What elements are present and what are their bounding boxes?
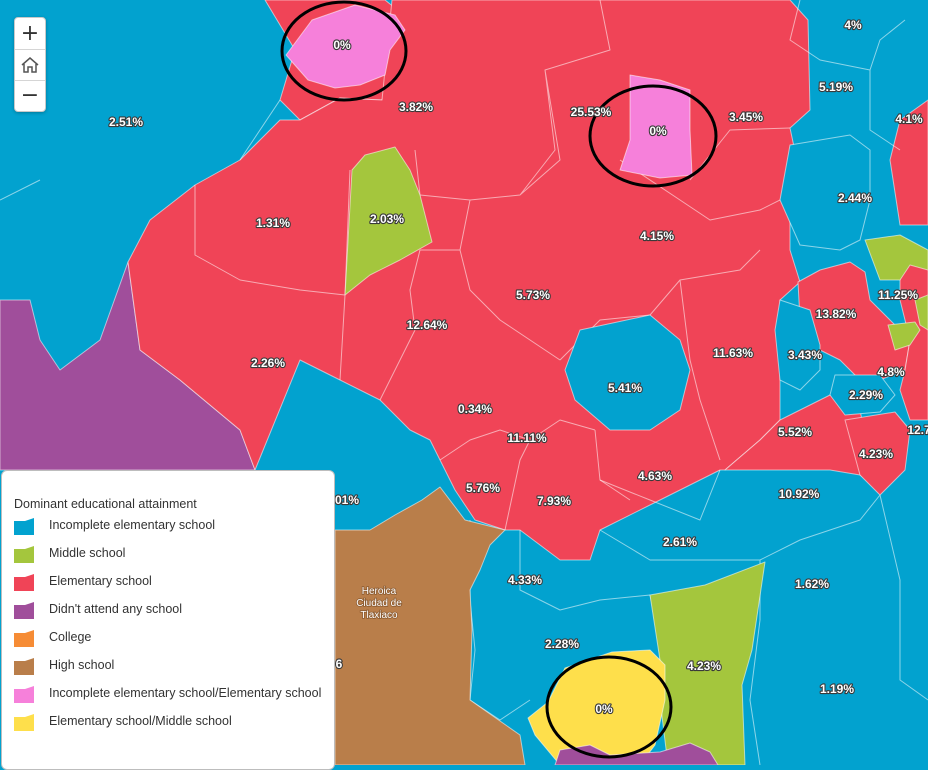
legend-item[interactable]: High school [14,658,322,675]
region-label: 5.19% [819,80,853,94]
legend-item[interactable]: Middle school [14,546,322,563]
region-label: 5.76% [466,481,500,495]
region-label: 10.92% [779,487,820,501]
legend-item-label: High school [49,658,115,672]
legend-item-label: Didn't attend any school [49,602,183,616]
region-label: 1.31% [256,216,290,230]
region-label: 1.62% [795,577,829,591]
region-label: 2.26% [251,356,285,370]
region-label: 4.23% [687,659,721,673]
region-middle-school-5[interactable] [914,294,928,331]
legend-item[interactable]: Elementary school/Middle school [14,714,322,731]
region-label: 4.23% [859,447,893,461]
region-label: 11.25% [878,288,918,302]
region-middle-school-4[interactable] [887,321,921,351]
region-label: 4.15% [640,229,674,243]
legend-item[interactable]: Elementary school [14,574,322,591]
place-label-tlaxiaco: Heroica Ciudad de Tlaxiaco [355,585,403,622]
region-label: 5.73% [516,288,550,302]
place-label-line: Ciudad de [356,598,402,609]
legend-item[interactable]: Didn't attend any school [14,602,322,619]
region-label: 3.82% [399,100,433,114]
region-incomplete-east[interactable] [774,299,821,391]
legend-swatch [14,630,34,647]
region-elementary-ne[interactable] [889,99,928,226]
region-incomplete-east-2[interactable] [829,374,896,416]
legend-item[interactable]: College [14,630,322,647]
legend-item[interactable]: Incomplete elementary school [14,518,322,535]
region-label: 4.1% [895,112,923,126]
region-label: 0% [595,702,613,716]
legend-item-label: Middle school [49,546,126,560]
region-incomplete-elementary-1[interactable] [285,4,406,89]
zoom-control: + − [14,17,46,112]
region-label: 7.93% [537,494,571,508]
legend-item-label: Elementary school/Middle school [49,714,232,728]
region-boundary [194,0,791,531]
region-label: 1.19% [820,682,854,696]
legend-item-label: Incomplete elementary school [49,518,216,532]
region-label: 11.63% [713,346,753,360]
legend-swatch [14,658,34,675]
legend: Dominant educational attainment Incomple… [1,470,335,770]
legend-swatch [14,546,34,563]
region-no-school-south[interactable] [554,742,719,765]
region-label: 2.44% [838,191,872,205]
home-icon [21,57,39,73]
legend-swatch [14,574,34,591]
region-label: 4% [844,18,862,32]
legend-item[interactable]: Incomplete elementary school/Elementary … [14,686,322,703]
place-label-line: Heroica [362,586,397,597]
region-label: 25.53% [571,105,612,119]
region-label: 0% [649,124,667,138]
region-label: 6 [336,657,343,671]
region-label: 2.61% [663,535,697,549]
legend-swatch [14,714,34,731]
legend-item-label: Incomplete elementary school/Elementary … [49,686,322,700]
home-button[interactable] [15,49,45,80]
region-label: 2.51% [109,115,143,129]
region-label: 3.43% [788,348,822,362]
region-label: 2.29% [849,388,883,402]
region-label: 4.63% [638,469,672,483]
region-label: 2.28% [545,637,579,651]
region-label: 01% [335,493,359,507]
region-incomplete-center[interactable] [564,314,691,431]
zoom-out-button[interactable]: − [15,80,45,111]
zoom-in-button[interactable]: + [15,18,45,49]
region-label: 5.52% [778,425,812,439]
region-middle-school-3[interactable] [864,234,928,281]
region-elementary-east-4[interactable] [844,411,911,496]
region-label: 0.34% [458,402,492,416]
legend-swatch [14,602,34,619]
region-label: 4.33% [508,573,542,587]
region-incomplete-ne[interactable] [779,134,871,251]
legend-swatch [14,518,34,535]
region-label: 13.82% [816,307,857,321]
legend-item-label: College [49,630,92,644]
region-high-school[interactable] [334,486,526,765]
region-label: 0% [333,38,351,52]
region-middle-school-1[interactable] [344,146,433,296]
region-label: 4.8% [877,365,905,379]
highlight-circle [588,84,718,188]
highlight-circle [280,0,408,102]
region-label: 12.64% [407,318,448,332]
region-label: 2.03% [370,212,404,226]
legend-swatch [14,686,34,703]
place-label-line: Tlaxiaco [360,610,398,621]
highlight-circle [545,655,673,759]
region-label: 5.41% [608,381,642,395]
region-label: 12.7 [907,423,928,437]
legend-item-label: Elementary school [49,574,152,588]
region-label: 3.45% [729,110,763,124]
legend-title: Dominant educational attainment [14,497,197,511]
region-label: 11.11% [507,431,547,445]
